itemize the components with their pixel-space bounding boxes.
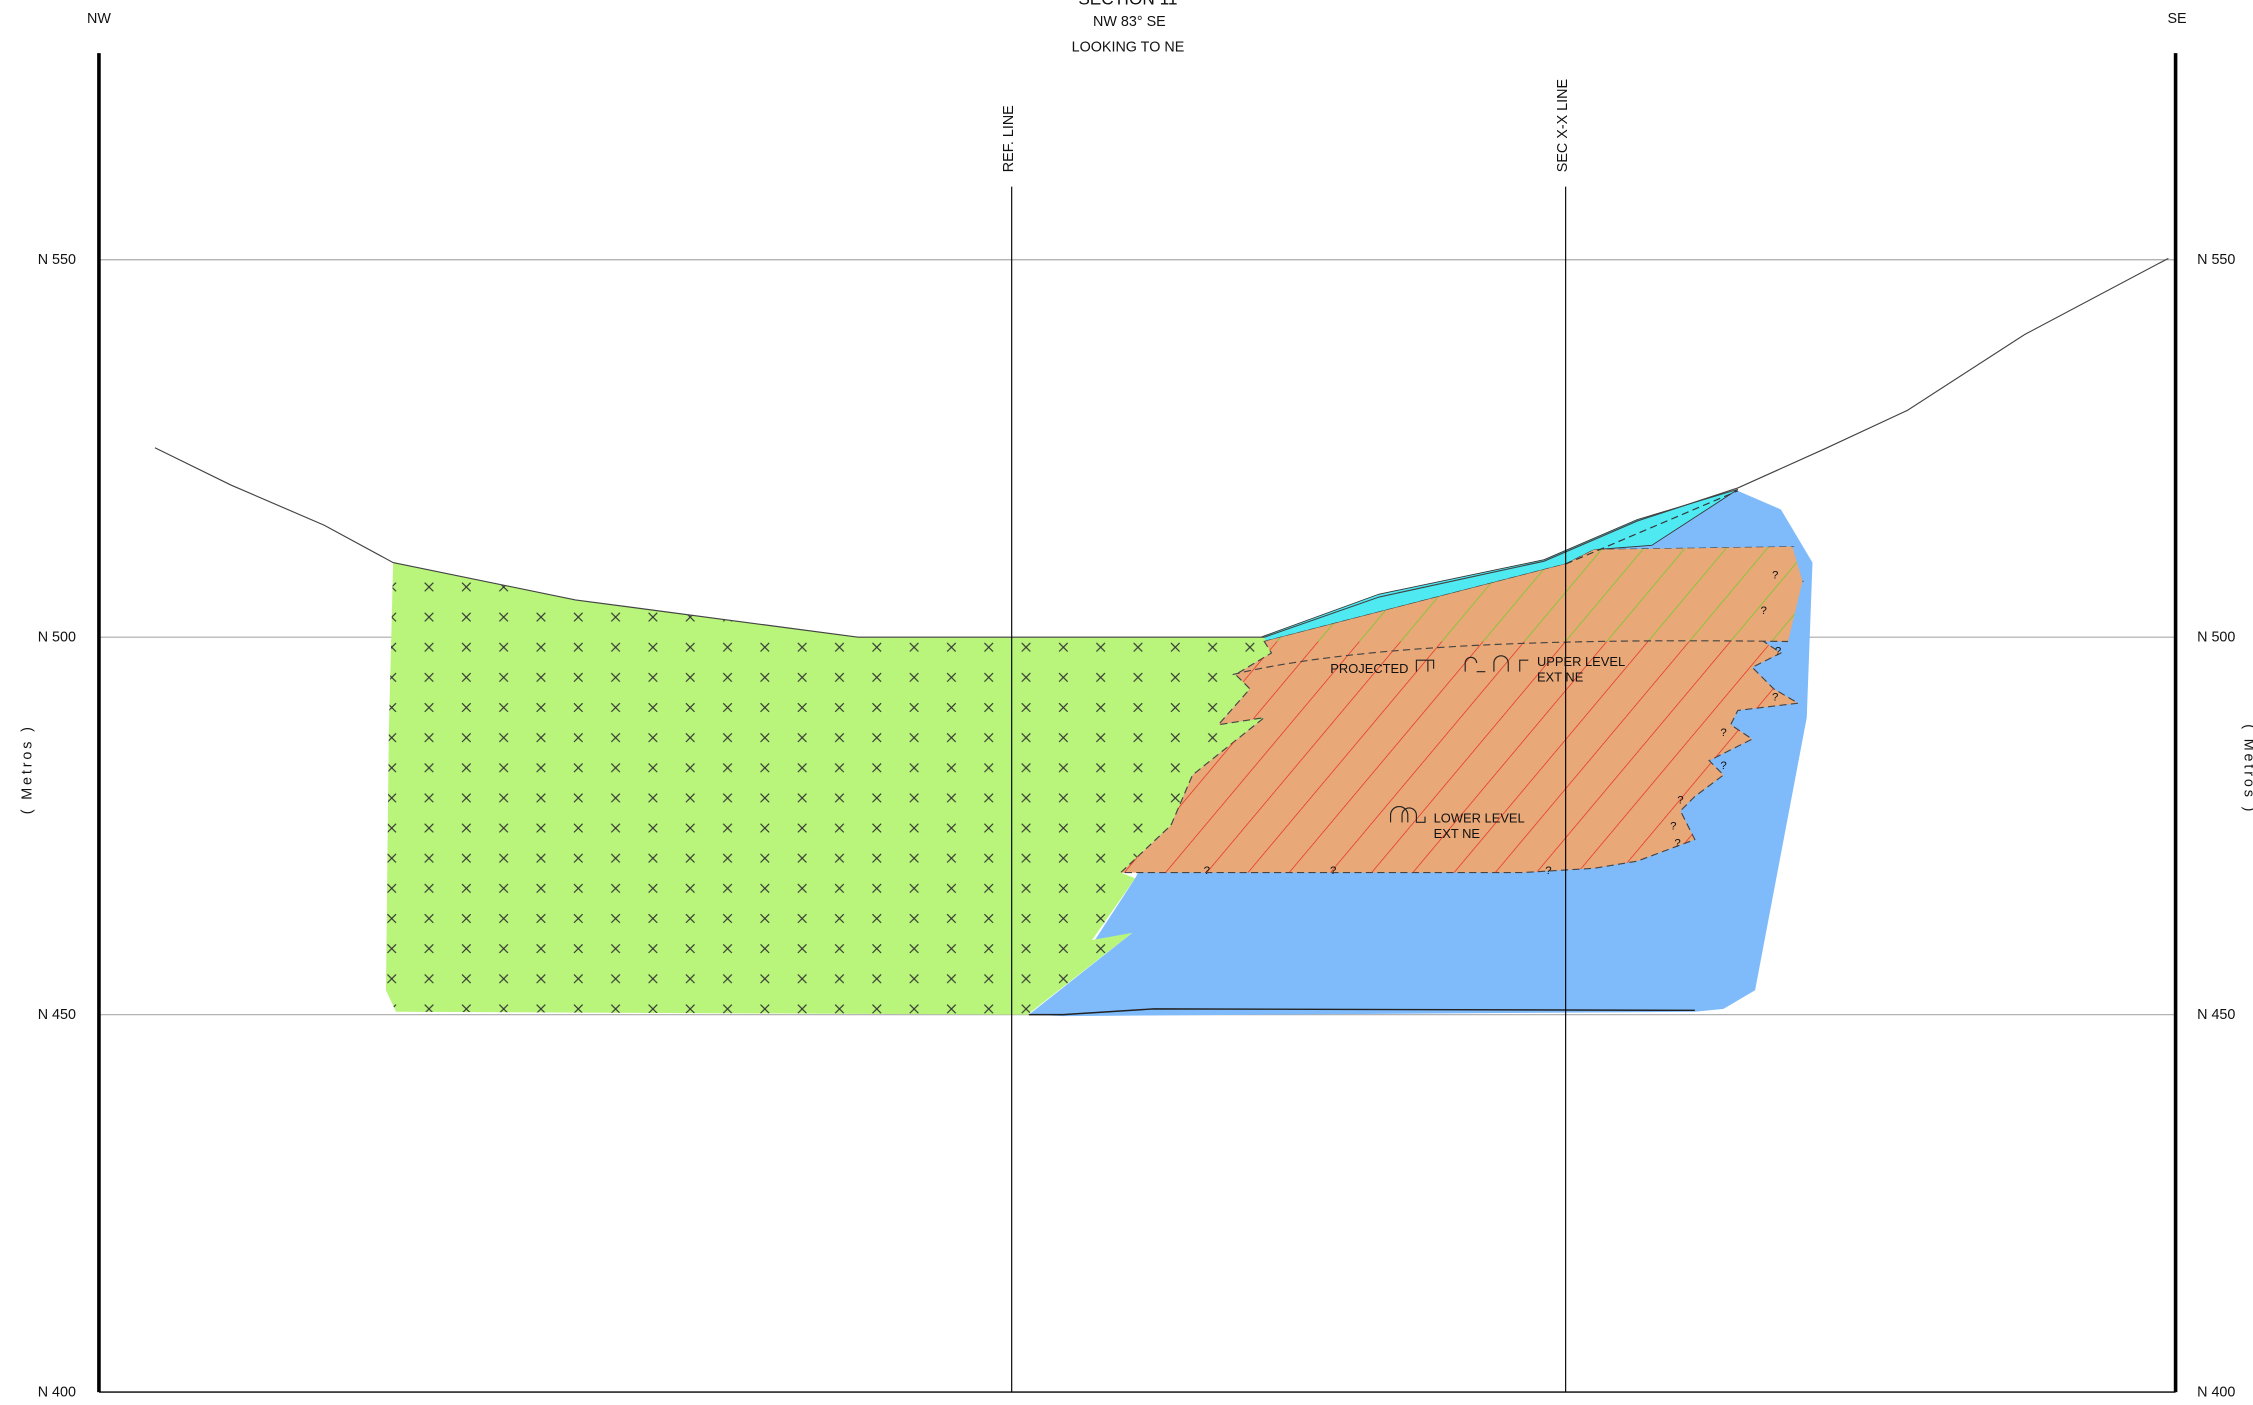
direction-right: SE: [2167, 11, 2186, 27]
axis-label-left: ( Metros ): [19, 724, 35, 814]
uncertain-contact-mark: ?: [1545, 865, 1551, 877]
section-line-label: SEC X-X LINE: [1555, 79, 1571, 172]
elevation-label: N 450: [2197, 1007, 2235, 1023]
green-symbols: [385, 562, 1272, 1015]
uncertain-contact-mark: ?: [1670, 821, 1676, 833]
elevation-label: N 400: [38, 1384, 76, 1400]
lower-level-label: LOWER LEVEL: [1434, 810, 1525, 825]
workings: [1389, 655, 1529, 823]
section-title: SECTION 11: [1078, 0, 1177, 8]
lower-level-label: EXT NE: [1434, 826, 1481, 841]
base-line: [1028, 1008, 1695, 1016]
topography: [154, 257, 2169, 638]
uncertain-contact-mark: ?: [1772, 691, 1778, 703]
upper-level-label: UPPER LEVEL: [1537, 654, 1625, 669]
uncertain-contact-mark: ?: [1775, 645, 1781, 657]
uncertain-contact-mark: ?: [1720, 760, 1726, 772]
elevation-label: N 550: [2197, 252, 2235, 268]
elevation-label: N 550: [38, 252, 76, 268]
uncertain-contact-mark: ?: [1674, 838, 1680, 850]
ref-line-label: REF. LINE: [1001, 105, 1017, 172]
uncertain-contact-mark: ?: [1772, 569, 1778, 581]
projected-label: PROJECTED: [1330, 661, 1408, 676]
elevation-label: N 450: [38, 1007, 76, 1023]
direction-left: NW: [87, 11, 111, 27]
uncertain-contact-mark: ?: [1761, 605, 1767, 617]
uncertain-contact-mark: ?: [1677, 795, 1683, 807]
upper-level-label: EXT NE: [1537, 670, 1584, 685]
view-direction: LOOKING TO NE: [1072, 40, 1185, 56]
elevation-label: N 500: [2197, 630, 2235, 646]
uncertain-contact-mark: ?: [1330, 865, 1336, 877]
axis-label-right: ( Metros ): [2240, 724, 2253, 814]
elevation-label: N 400: [2197, 1384, 2235, 1400]
uncertain-contact-mark: ?: [1204, 865, 1210, 877]
frame: [97, 53, 2178, 1393]
elevation-label: N 500: [38, 630, 76, 646]
uncertain-contact-mark: ?: [1720, 727, 1726, 739]
bearing: NW 83° SE: [1093, 14, 1166, 30]
orebody: [1119, 490, 1805, 874]
